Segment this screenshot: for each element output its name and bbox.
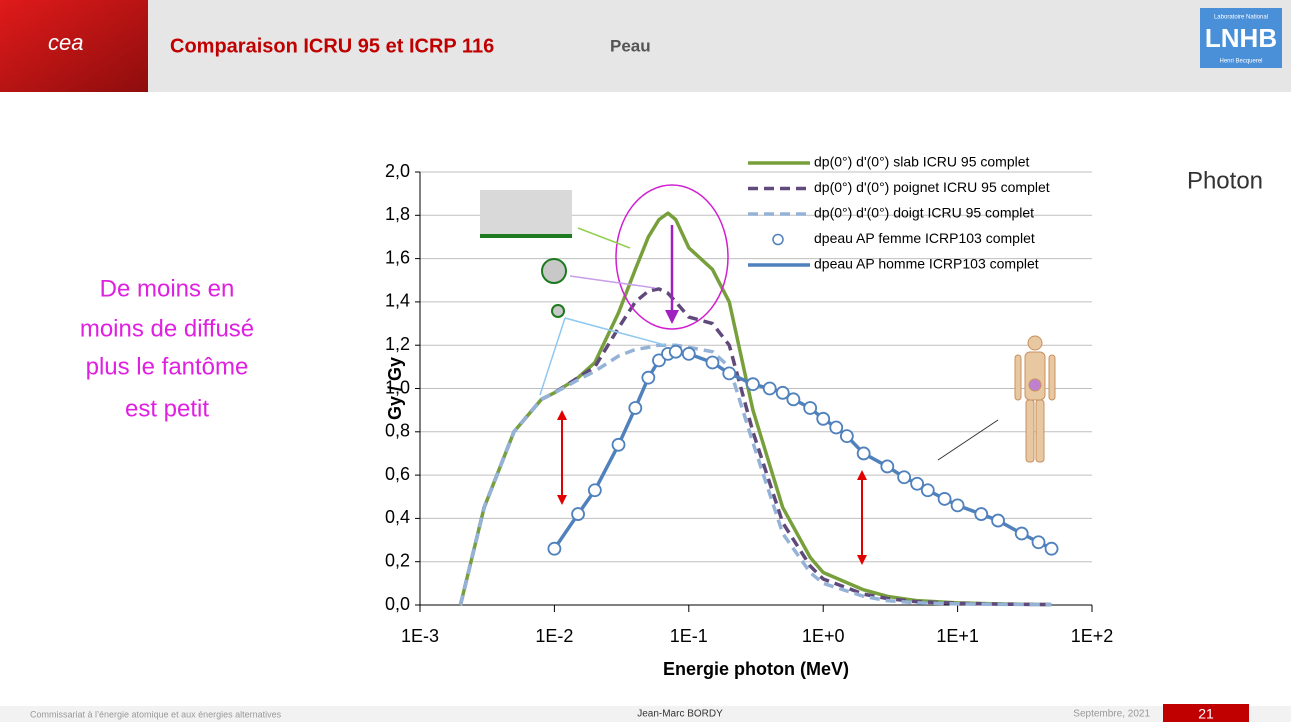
legend-label: dp(0°) d'(0°) slab ICRU 95 complet (814, 154, 1030, 170)
x-axis-title: Energie photon (MeV) (663, 659, 849, 679)
data-point (706, 357, 718, 369)
data-point (670, 346, 682, 358)
x-tick-label: 1E+0 (802, 626, 845, 646)
data-point (804, 402, 816, 414)
x-tick-label: 1E-2 (535, 626, 573, 646)
data-point (975, 508, 987, 520)
footer-author: Jean-Marc BORDY (637, 709, 723, 720)
y-tick-label: 2,0 (385, 161, 410, 181)
data-point (881, 460, 893, 472)
slide-title: Comparaison ICRU 95 et ICRP 116 (170, 35, 494, 57)
x-tick-label: 1E-3 (401, 626, 439, 646)
data-point (939, 493, 951, 505)
data-point (764, 383, 776, 395)
data-point (683, 348, 695, 360)
side-text: plus le fantôme (86, 353, 249, 380)
data-point (992, 515, 1004, 527)
corner-label: Photon (1187, 167, 1263, 194)
logo-cea: cea (48, 30, 83, 55)
legend-marker (773, 235, 783, 245)
data-point (952, 499, 964, 511)
x-tick-label: 1E+1 (936, 626, 979, 646)
legend-label: dpeau AP homme ICRP103 complet (814, 256, 1039, 272)
data-point (1016, 528, 1028, 540)
y-tick-label: 0,8 (385, 421, 410, 441)
data-point (898, 471, 910, 483)
data-point (723, 367, 735, 379)
footer-date: Septembre, 2021 (1073, 709, 1150, 720)
x-tick-label: 1E-1 (670, 626, 708, 646)
y-tick-label: 0,0 (385, 594, 410, 614)
data-point (589, 484, 601, 496)
slide-subtitle: Peau (610, 36, 651, 55)
data-point (841, 430, 853, 442)
data-point (1033, 536, 1045, 548)
data-point (817, 413, 829, 425)
data-point (613, 439, 625, 451)
footer-left: Commissariat à l’énergie atomique et aux… (30, 709, 282, 719)
y-tick-label: 0,2 (385, 550, 410, 570)
y-tick-label: 1,4 (385, 291, 410, 311)
page-number: 21 (1198, 706, 1214, 722)
y-tick-label: 0,6 (385, 464, 410, 484)
x-tick-label: 1E+2 (1071, 626, 1114, 646)
slide: cea Comparaison ICRU 95 et ICRP 116 Peau… (0, 0, 1291, 722)
legend-label: dpeau AP femme ICRP103 complet (814, 230, 1035, 246)
legend-label: dp(0°) d'(0°) doigt ICRU 95 complet (814, 205, 1034, 221)
data-point (642, 372, 654, 384)
data-point (787, 393, 799, 405)
data-point (572, 508, 584, 520)
logo-lnhb-top: Laboratoire National (1214, 15, 1268, 21)
y-tick-label: 0,4 (385, 507, 410, 527)
logo-lnhb-bottom: Henri Becquerel (1219, 59, 1262, 65)
y-tick-label: 1,2 (385, 334, 410, 354)
data-point (747, 378, 759, 390)
logo-lnhb: LNHB (1205, 23, 1277, 53)
y-axis-title: Gy / Gy (385, 357, 405, 420)
legend-label: dp(0°) d'(0°) poignet ICRU 95 complet (814, 179, 1050, 195)
side-text: est petit (125, 395, 209, 422)
data-point (830, 421, 842, 433)
data-point (548, 543, 560, 555)
side-text: moins de diffusé (80, 315, 254, 342)
data-point (922, 484, 934, 496)
y-tick-label: 1,6 (385, 247, 410, 267)
y-tick-label: 1,8 (385, 204, 410, 224)
side-text: De moins en (100, 275, 235, 302)
data-point (629, 402, 641, 414)
data-point (858, 447, 870, 459)
data-point (1046, 543, 1058, 555)
